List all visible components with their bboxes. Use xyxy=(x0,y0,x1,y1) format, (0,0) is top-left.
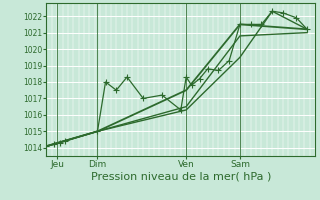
X-axis label: Pression niveau de la mer( hPa ): Pression niveau de la mer( hPa ) xyxy=(91,172,271,182)
